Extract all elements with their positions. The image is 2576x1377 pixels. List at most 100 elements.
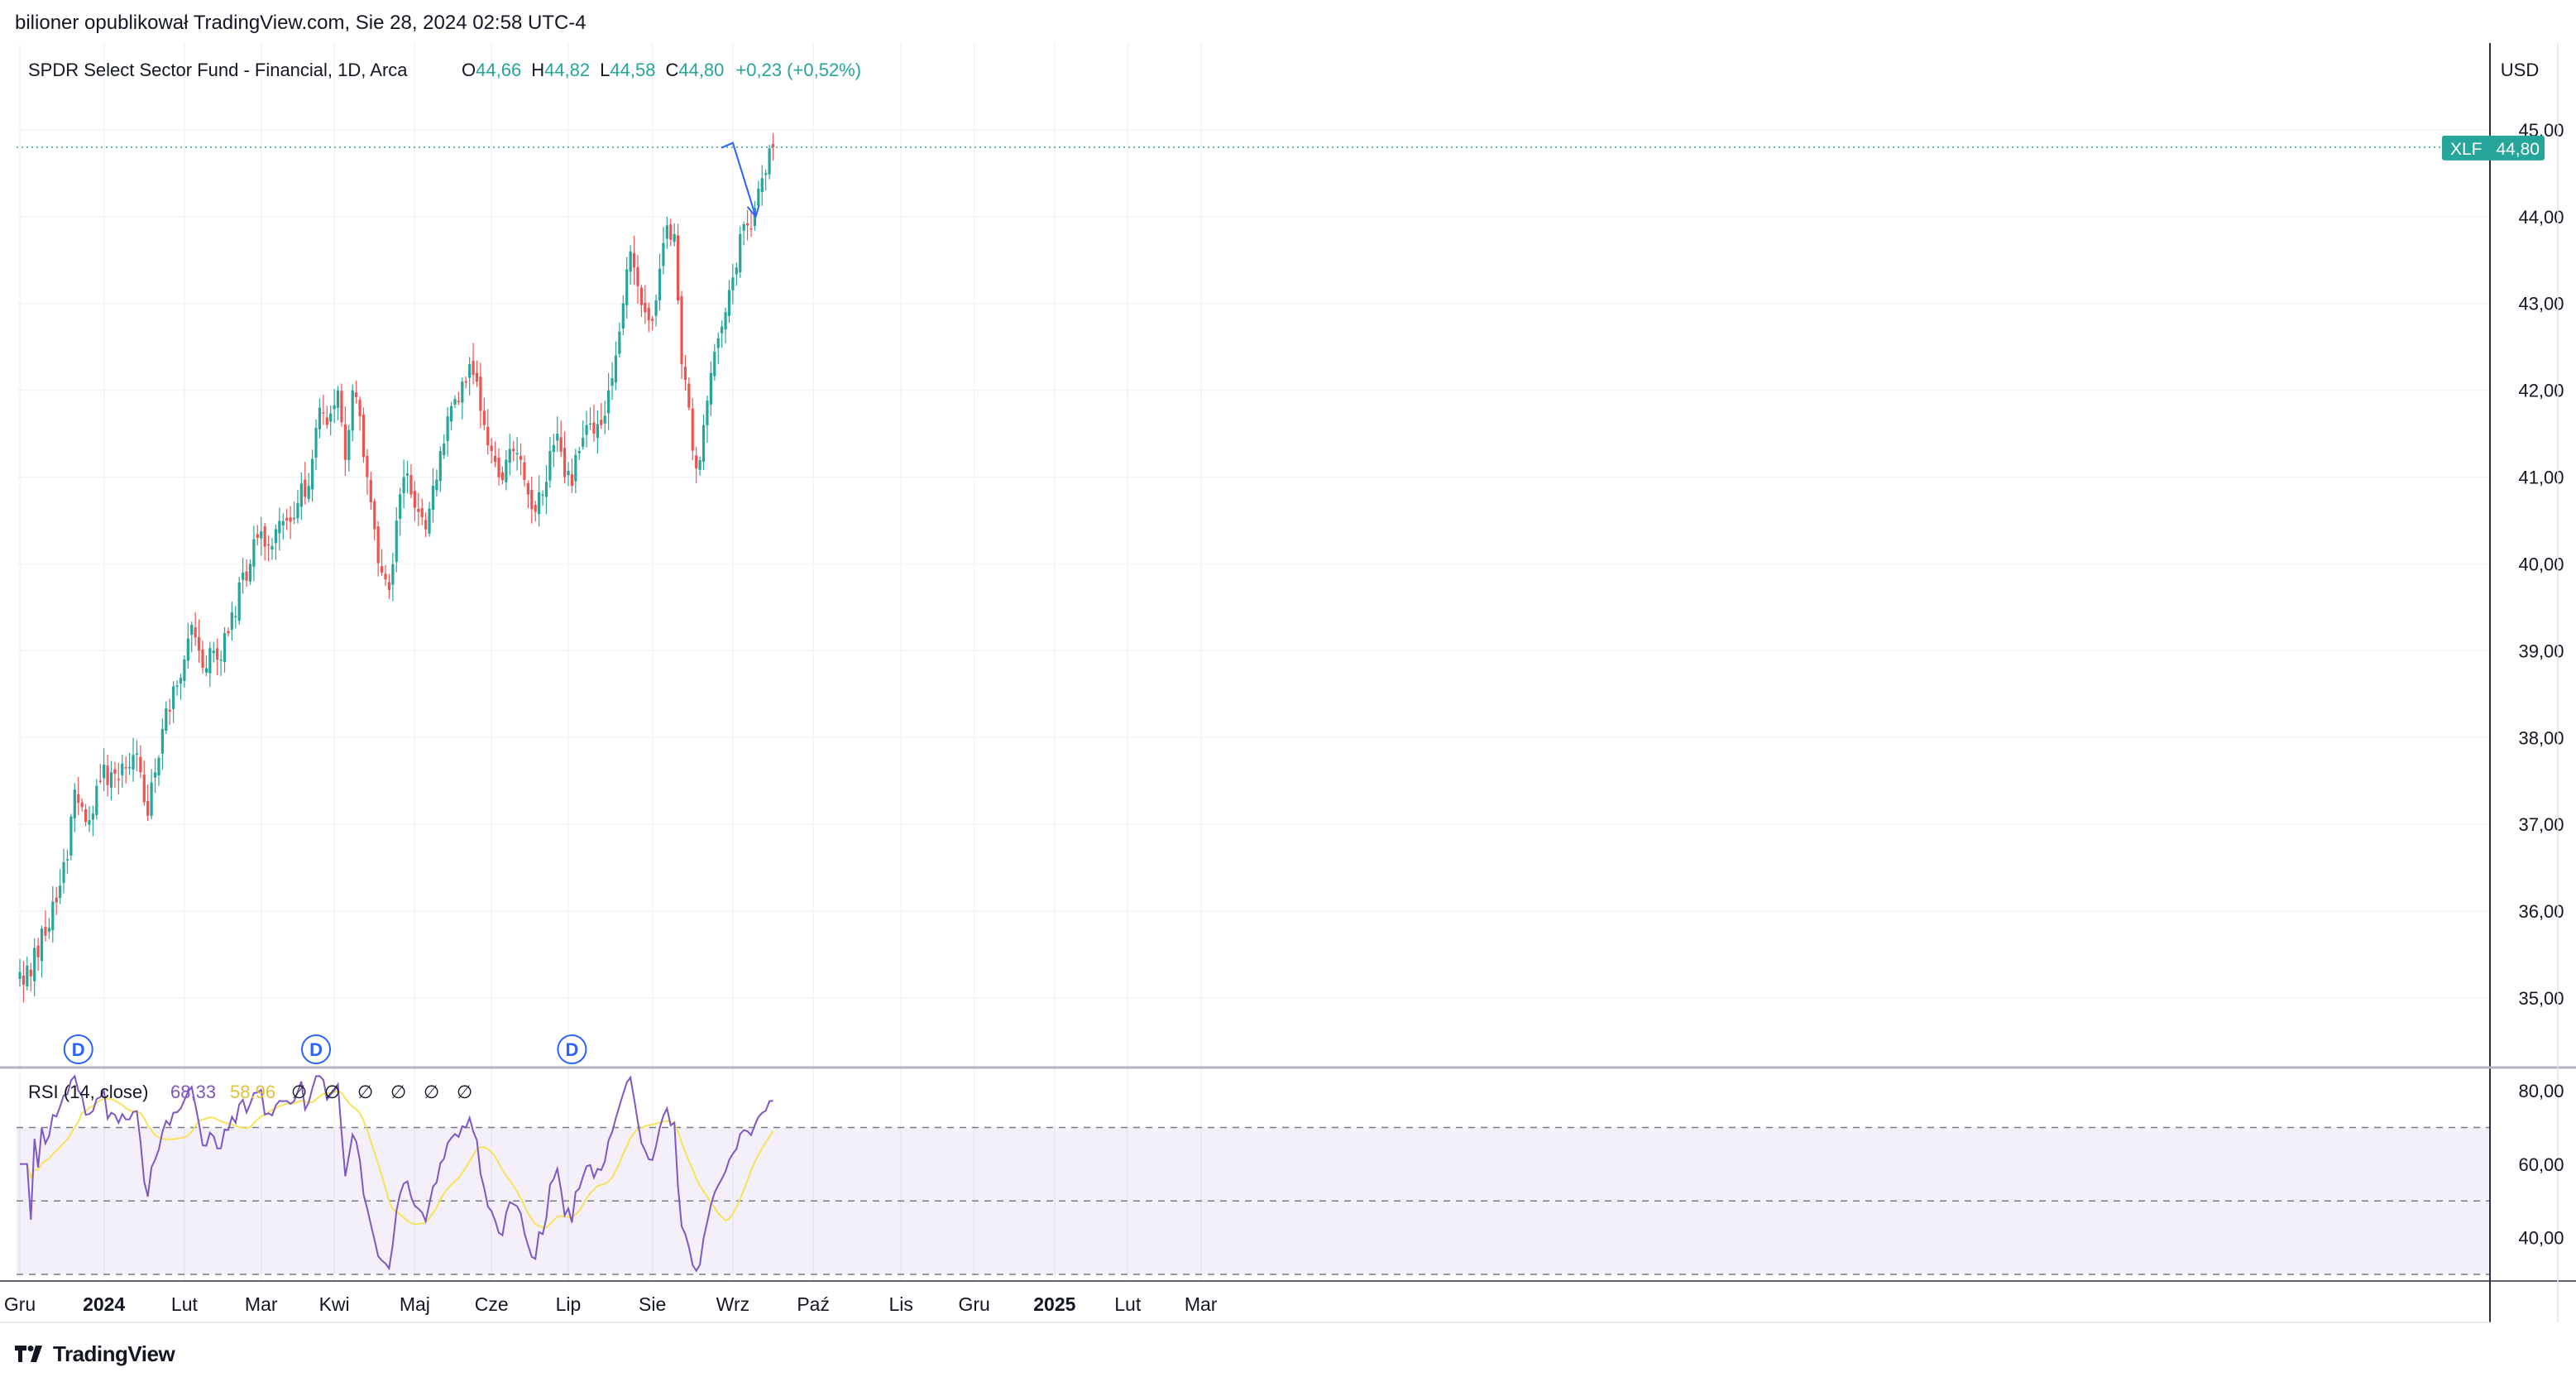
candle[interactable]: [479, 362, 482, 429]
candle[interactable]: [22, 961, 26, 1003]
candle[interactable]: [36, 938, 40, 972]
candle[interactable]: [281, 513, 285, 540]
candle[interactable]: [113, 761, 117, 789]
candle[interactable]: [592, 404, 596, 442]
candle[interactable]: [73, 783, 76, 832]
candle[interactable]: [625, 257, 629, 319]
candle[interactable]: [135, 740, 139, 772]
candle[interactable]: [757, 180, 760, 209]
candle[interactable]: [424, 512, 428, 538]
candle[interactable]: [260, 516, 263, 556]
candle[interactable]: [65, 849, 69, 874]
candle[interactable]: [600, 402, 603, 429]
candle[interactable]: [318, 398, 322, 439]
candle[interactable]: [168, 698, 171, 725]
candle[interactable]: [651, 315, 654, 331]
candle[interactable]: [505, 450, 508, 491]
candle[interactable]: [691, 398, 694, 461]
candle[interactable]: [336, 386, 340, 420]
candle[interactable]: [355, 381, 358, 404]
candle[interactable]: [311, 449, 314, 502]
candle[interactable]: [544, 465, 548, 515]
candle[interactable]: [304, 462, 307, 505]
candle[interactable]: [212, 641, 215, 663]
candle[interactable]: [18, 958, 22, 987]
candle[interactable]: [559, 420, 563, 458]
candle[interactable]: [208, 641, 212, 687]
candle[interactable]: [124, 756, 127, 784]
candle[interactable]: [739, 226, 742, 278]
candle[interactable]: [435, 469, 438, 497]
candle[interactable]: [51, 885, 55, 943]
candle[interactable]: [716, 332, 720, 364]
candle[interactable]: [673, 223, 676, 247]
candle[interactable]: [358, 396, 362, 431]
candle[interactable]: [139, 745, 142, 779]
candle[interactable]: [190, 621, 194, 653]
candle[interactable]: [567, 462, 570, 487]
candle[interactable]: [26, 956, 29, 991]
candle[interactable]: [194, 612, 197, 646]
candle[interactable]: [47, 918, 50, 939]
candle[interactable]: [621, 295, 625, 336]
candle[interactable]: [369, 471, 372, 511]
candle[interactable]: [380, 549, 384, 576]
candle[interactable]: [735, 262, 738, 286]
candle[interactable]: [508, 434, 511, 476]
candle[interactable]: [106, 755, 109, 797]
candle[interactable]: [69, 813, 73, 861]
candle[interactable]: [395, 506, 398, 573]
candle[interactable]: [760, 165, 764, 206]
candle[interactable]: [482, 397, 486, 430]
candle[interactable]: [183, 655, 186, 688]
candle[interactable]: [201, 641, 204, 674]
candle[interactable]: [687, 377, 691, 410]
candle[interactable]: [654, 294, 658, 327]
candle[interactable]: [486, 409, 490, 455]
candle[interactable]: [248, 559, 252, 585]
candle[interactable]: [731, 263, 735, 305]
candle[interactable]: [29, 962, 32, 991]
candle[interactable]: [497, 448, 500, 486]
candle[interactable]: [376, 521, 380, 577]
candle[interactable]: [128, 752, 132, 775]
candle[interactable]: [530, 477, 534, 524]
candle[interactable]: [307, 473, 310, 503]
candle[interactable]: [742, 221, 745, 246]
candle[interactable]: [216, 638, 219, 675]
candle[interactable]: [153, 758, 157, 794]
candle[interactable]: [523, 455, 526, 487]
candle[interactable]: [629, 245, 632, 285]
candle[interactable]: [142, 760, 146, 806]
candle[interactable]: [117, 762, 120, 795]
candle[interactable]: [179, 674, 183, 700]
candle[interactable]: [351, 384, 354, 442]
candle[interactable]: [204, 655, 208, 677]
candle[interactable]: [80, 799, 84, 812]
chart-area[interactable]: 35,00 36,00 37,00 38,00 39,00 40,00 41,00 42,00…: [0, 43, 2576, 1334]
candle[interactable]: [252, 525, 256, 582]
candle[interactable]: [413, 481, 416, 521]
candle[interactable]: [428, 501, 431, 537]
candle[interactable]: [59, 869, 62, 904]
candle[interactable]: [431, 468, 435, 523]
candle[interactable]: [596, 410, 599, 454]
candle[interactable]: [768, 145, 771, 180]
candle[interactable]: [146, 784, 150, 822]
candle[interactable]: [172, 681, 175, 723]
candle[interactable]: [274, 524, 277, 560]
candle[interactable]: [577, 447, 581, 460]
candle[interactable]: [391, 552, 395, 602]
candle[interactable]: [636, 255, 639, 305]
candle[interactable]: [150, 769, 153, 820]
candle[interactable]: [749, 212, 753, 237]
candle[interactable]: [197, 619, 201, 663]
candle[interactable]: [446, 407, 449, 457]
candle[interactable]: [417, 492, 420, 526]
candle[interactable]: [77, 776, 80, 815]
candle[interactable]: [325, 405, 328, 429]
candle[interactable]: [632, 235, 636, 285]
candle[interactable]: [230, 601, 233, 641]
candle[interactable]: [340, 383, 343, 427]
candle[interactable]: [278, 507, 281, 551]
